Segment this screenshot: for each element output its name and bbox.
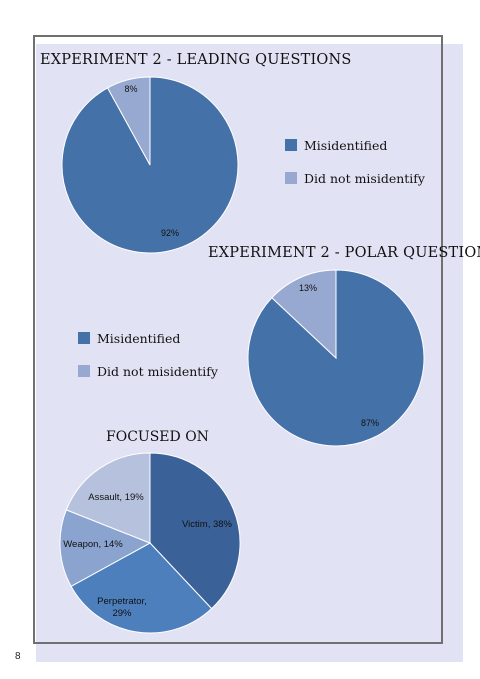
pie-slice-polar-did-not-misidentify	[271, 269, 337, 360]
data-label-focused-assault: Assault, 19%	[88, 492, 144, 503]
figure-frame	[33, 35, 443, 644]
legend-item-misidentified: Misidentified	[285, 137, 425, 153]
legend-label-misidentified: Misidentified	[304, 137, 388, 153]
pie-slice-focused-perpetrator	[70, 542, 213, 634]
pie-slice-focused-victim	[149, 452, 241, 610]
data-label-focused-victim: Victim, 38%	[182, 519, 233, 530]
data-label-focused-weapon: Weapon, 14%	[63, 539, 123, 550]
chart-title-leading: EXPERIMENT 2 - LEADING QUESTIONS	[40, 52, 352, 68]
legend-swatch-misidentified	[285, 139, 297, 151]
legend-swatch-misidentified	[78, 332, 90, 344]
chart-title-polar: EXPERIMENT 2 - POLAR QUESTIONS	[208, 245, 480, 261]
chart-title-focused: FOCUSED ON	[106, 429, 209, 445]
legend-swatch-did-not-misidentify	[78, 365, 90, 377]
data-label-leading-did-not-misidentify: 8%	[124, 84, 137, 94]
legend-item-did-not-misidentify: Did not misidentify	[285, 170, 425, 186]
legend-leading: Misidentified Did not misidentify	[285, 137, 425, 203]
pie-slice-focused-weapon	[59, 509, 152, 588]
legend-label-did-not-misidentify: Did not misidentify	[97, 363, 218, 379]
legend-polar: Misidentified Did not misidentify	[78, 330, 218, 396]
legend-swatch-did-not-misidentify	[285, 172, 297, 184]
data-label-leading-misidentified: 92%	[161, 228, 179, 238]
data-label-polar-did-not-misidentify: 13%	[299, 283, 317, 293]
data-label-polar-misidentified: 87%	[361, 418, 379, 428]
data-label-focused-perpetrator: Perpetrator, 29%	[97, 596, 147, 619]
legend-label-misidentified: Misidentified	[97, 330, 181, 346]
legend-label-did-not-misidentify: Did not misidentify	[304, 170, 425, 186]
legend-item-did-not-misidentify: Did not misidentify	[78, 363, 218, 379]
pie-slice-leading-did-not-misidentify	[106, 76, 151, 166]
page-number: 8	[15, 651, 21, 662]
legend-item-misidentified: Misidentified	[78, 330, 218, 346]
pie-slice-focused-assault	[65, 452, 151, 544]
